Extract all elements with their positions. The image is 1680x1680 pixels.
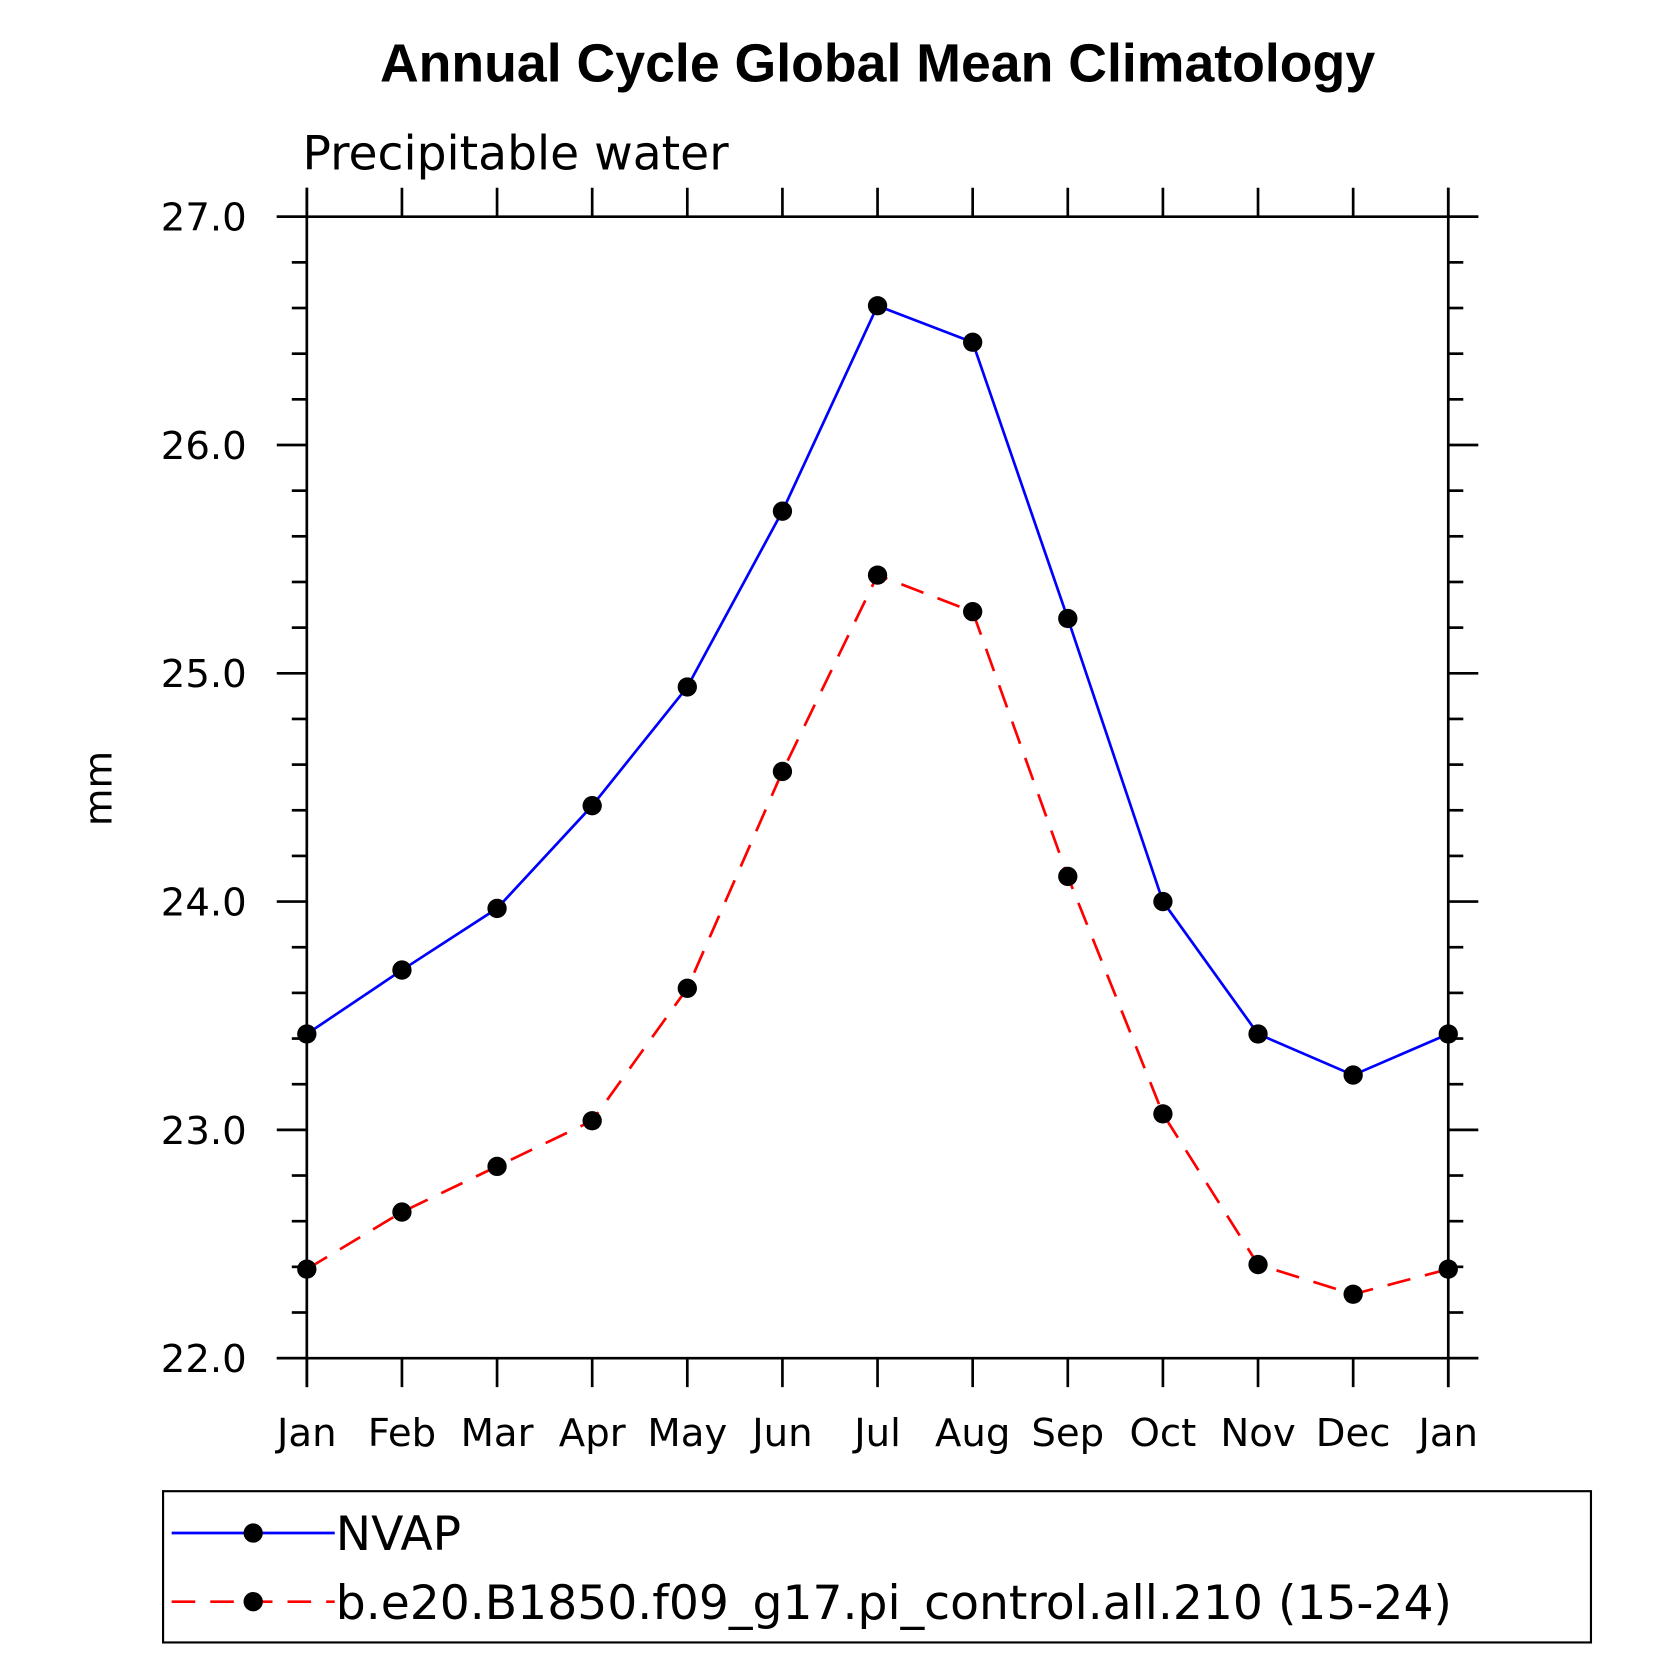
data-point (1438, 1259, 1458, 1279)
data-point (392, 960, 412, 980)
series-line-0 (306, 304, 1449, 1077)
data-point (772, 501, 793, 521)
data-point (487, 898, 507, 919)
data-point (772, 761, 793, 782)
x-tick-label: Jul (852, 1411, 901, 1456)
y-tick-label: 25.0 (161, 652, 247, 697)
data-point (1248, 1254, 1268, 1275)
x-tick-label: Nov (1220, 1411, 1295, 1456)
chart-subtitle: Precipitable water (303, 127, 730, 182)
x-tick-label: Jan (275, 1411, 337, 1456)
y-tick-label: 23.0 (161, 1109, 247, 1154)
x-tick-label: Mar (461, 1411, 534, 1456)
data-point (297, 1024, 317, 1044)
series-group (297, 296, 1458, 1304)
legend-label: b.e20.B1850.f09_g17.pi_control.all.210 (… (336, 1576, 1452, 1631)
x-tick-label: Jan (1417, 1411, 1479, 1456)
data-point (1343, 1065, 1363, 1085)
x-tick-label: Jun (750, 1411, 812, 1456)
data-point (867, 296, 888, 316)
axes: Jan Feb Mar Apr May Jun Jul Aug Sep Oct Nov Dec Jan 2… (161, 187, 1479, 1456)
legend: NVAP b.e20.B1850.f09_g17.pi_control.all.2… (171, 1507, 1452, 1631)
x-tick-label: Feb (368, 1411, 436, 1456)
y-tick-label: 27.0 (161, 196, 247, 241)
data-point (677, 677, 697, 697)
x-tick-label: May (647, 1411, 727, 1456)
data-point (1343, 1284, 1363, 1304)
series-line-1 (306, 573, 1449, 1296)
y-tick-label: 26.0 (161, 424, 247, 469)
legend-marker (243, 1523, 263, 1543)
legend-box (161, 1490, 1593, 1644)
legend-label: NVAP (336, 1507, 461, 1562)
x-tick-label: Dec (1316, 1411, 1391, 1456)
y-axis-label: mm (77, 751, 122, 826)
data-point (1438, 1024, 1458, 1044)
data-point (582, 1111, 602, 1131)
data-point (297, 1259, 317, 1279)
data-point (1153, 1104, 1173, 1124)
data-point (677, 978, 697, 998)
x-tick-label: Aug (935, 1411, 1010, 1456)
y-tick-label: 24.0 (161, 881, 247, 926)
x-tick-label: Sep (1031, 1411, 1104, 1456)
data-point (963, 332, 983, 352)
data-point (392, 1202, 412, 1222)
data-point (582, 796, 602, 816)
legend-marker (243, 1592, 263, 1612)
x-tick-label: Apr (559, 1411, 626, 1456)
data-point (1248, 1024, 1268, 1044)
data-point (1058, 608, 1078, 629)
chart-title: Annual Cycle Global Mean Climatology (380, 34, 1375, 94)
data-point (1058, 866, 1078, 887)
data-point (1153, 891, 1173, 912)
data-point (867, 565, 888, 585)
y-tick-label: 22.0 (161, 1337, 247, 1382)
x-tick-label: Oct (1130, 1411, 1197, 1456)
data-point (487, 1156, 507, 1177)
data-point (963, 601, 983, 622)
